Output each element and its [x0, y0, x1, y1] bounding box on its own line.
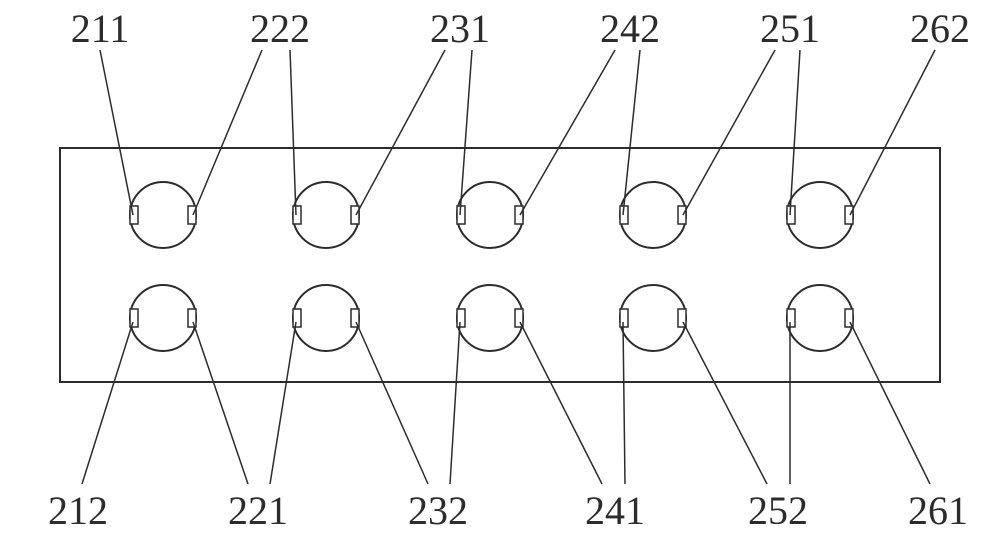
reference-label: 241 [585, 488, 645, 533]
circle-bottom [293, 285, 359, 351]
circle-bottom [787, 285, 853, 351]
reference-label: 251 [760, 6, 820, 51]
lead-line [356, 50, 445, 215]
tab-left [293, 206, 301, 224]
tab-right [515, 206, 523, 224]
reference-label: 221 [228, 488, 288, 533]
circle-top [130, 182, 196, 248]
circle-bottom [620, 285, 686, 351]
circle-bottom [457, 285, 523, 351]
circle-top [620, 182, 686, 248]
lead-line [520, 322, 602, 484]
circle-top [787, 182, 853, 248]
reference-label: 242 [600, 6, 660, 51]
tab-right [188, 206, 196, 224]
tab-right [351, 206, 359, 224]
lead-line [100, 50, 133, 215]
lead-line [356, 322, 428, 484]
lead-line [290, 50, 296, 215]
circle-top [293, 182, 359, 248]
tab-left [787, 309, 795, 327]
reference-label: 261 [908, 488, 968, 533]
lead-line [193, 322, 248, 484]
lead-line [850, 50, 935, 215]
lead-line [193, 50, 262, 215]
circle-bottom [130, 285, 196, 351]
circle-top [457, 182, 523, 248]
lead-line [82, 322, 133, 484]
tab-left [293, 309, 301, 327]
reference-label: 231 [430, 6, 490, 51]
lead-line [683, 50, 775, 215]
lead-line [270, 322, 296, 484]
lead-line [850, 322, 930, 484]
lead-line [623, 322, 625, 484]
lead-line [683, 322, 767, 484]
reference-label: 252 [748, 488, 808, 533]
lead-line [460, 50, 472, 215]
tab-left [457, 309, 465, 327]
lead-line [520, 50, 615, 215]
reference-label: 262 [910, 6, 970, 51]
lead-line [450, 322, 460, 484]
reference-label: 222 [250, 6, 310, 51]
tab-left [130, 309, 138, 327]
tab-right [845, 206, 853, 224]
tab-right [678, 206, 686, 224]
tab-right [188, 309, 196, 327]
tab-left [620, 309, 628, 327]
technical-diagram: 211 222 231 242 251 262 212 221 232 241 252 261 [0, 0, 1000, 542]
reference-label: 211 [71, 6, 130, 51]
reference-label: 212 [48, 488, 108, 533]
reference-label: 232 [408, 488, 468, 533]
